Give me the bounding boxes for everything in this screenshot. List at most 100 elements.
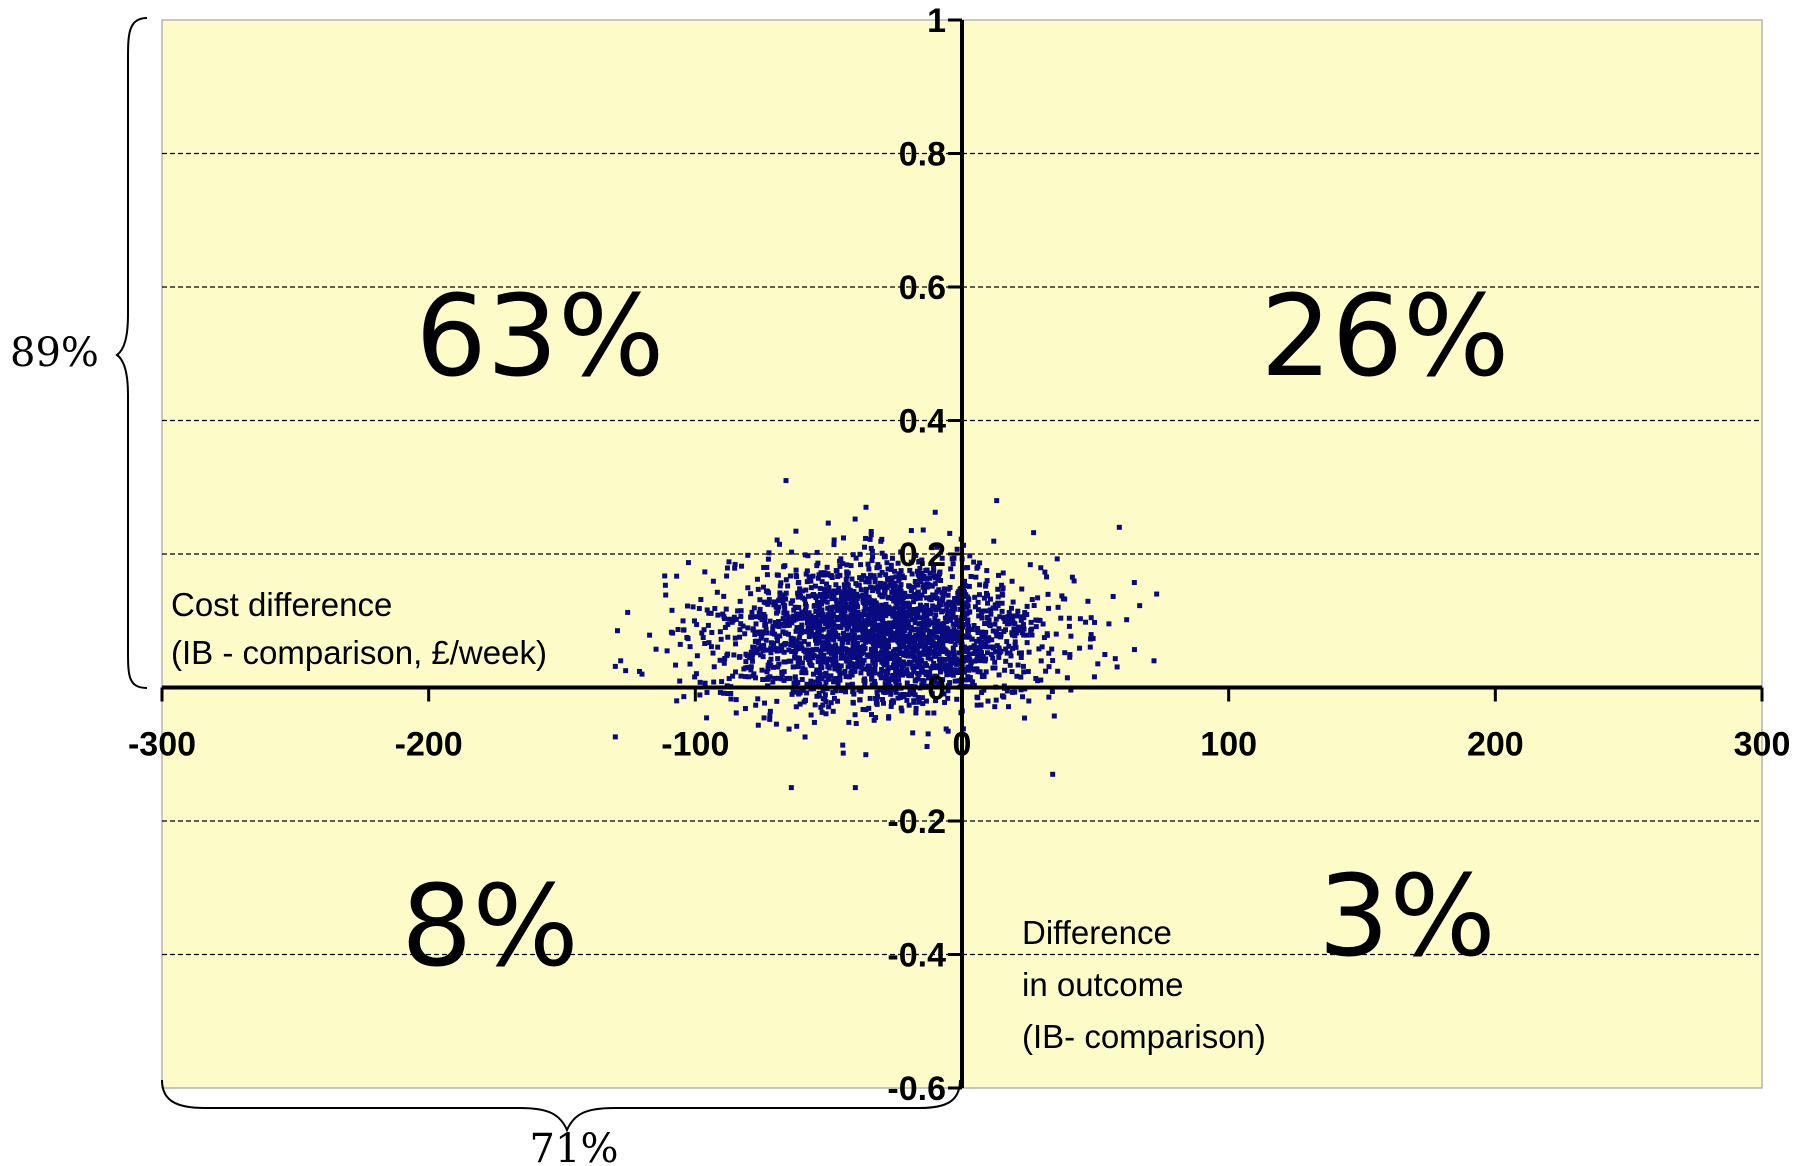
- scatter-point: [797, 631, 803, 637]
- scatter-point: [738, 613, 744, 619]
- scatter-point: [738, 673, 744, 679]
- scatter-point: [913, 705, 919, 711]
- scatter-point: [944, 633, 950, 639]
- scatter-point: [851, 610, 857, 616]
- scatter-point: [967, 553, 973, 559]
- scatter-point: [1102, 651, 1108, 657]
- scatter-point: [825, 612, 831, 618]
- scatter-point: [980, 653, 986, 659]
- scatter-point: [1014, 613, 1020, 619]
- scatter-point: [889, 555, 895, 561]
- scatter-point: [815, 560, 821, 566]
- scatter-point: [807, 627, 813, 633]
- tick-labels: -300 -200 -100 0 100 200 300 1 0.8 0.6 0.4 0.2 0 -0.2…: [128, 2, 1790, 1108]
- scatter-point: [887, 582, 893, 588]
- scatter-point: [905, 609, 911, 615]
- scatter-point: [824, 572, 830, 578]
- scatter-point: [894, 652, 900, 658]
- scatter-point: [830, 646, 836, 652]
- scatter-point: [999, 600, 1005, 606]
- scatter-point: [1012, 642, 1018, 648]
- scatter-point: [812, 583, 818, 589]
- scatter-point: [929, 691, 935, 697]
- scatter-point: [905, 625, 911, 631]
- scatter-point: [855, 619, 861, 625]
- scatter-point: [891, 624, 897, 630]
- scatter-point: [931, 620, 937, 626]
- scatter-point: [966, 583, 972, 589]
- scatter-point: [860, 611, 866, 617]
- scatter-point: [984, 638, 990, 644]
- scatter-point: [743, 659, 749, 665]
- scatter-point: [916, 559, 922, 565]
- scatter-point: [844, 573, 850, 579]
- scatter-point: [1017, 627, 1023, 633]
- scatter-point: [837, 563, 843, 569]
- scatter-point: [926, 621, 932, 627]
- quadrant-label-top-right: 26%: [1261, 272, 1510, 402]
- scatter-point: [983, 581, 989, 587]
- scatter-point: [711, 664, 717, 670]
- scatter-point: [869, 682, 875, 688]
- scatter-point: [805, 624, 811, 630]
- scatter-point: [996, 626, 1002, 632]
- scatter-point: [951, 652, 957, 658]
- scatter-point: [710, 650, 716, 656]
- scatter-point: [884, 560, 890, 566]
- scatter-point: [886, 680, 892, 686]
- scatter-point: [733, 641, 739, 647]
- scatter-point: [762, 700, 768, 706]
- scatter-point: [961, 669, 967, 675]
- scatter-point: [722, 624, 728, 630]
- scatter-point: [1005, 704, 1011, 710]
- scatter-point: [874, 689, 880, 695]
- scatter-point: [915, 571, 921, 577]
- scatter-point: [702, 680, 708, 686]
- scatter-point: [946, 653, 952, 659]
- scatter-point: [705, 622, 711, 628]
- scatter-point: [731, 652, 737, 658]
- scatter-point: [797, 586, 803, 592]
- scatter-point: [875, 562, 881, 568]
- scatter-point: [944, 606, 950, 612]
- scatter-point: [715, 612, 721, 618]
- scatter-point: [777, 583, 783, 589]
- scatter-point: [851, 691, 857, 697]
- scatter-point: [912, 642, 918, 648]
- scatter-point: [869, 603, 875, 609]
- scatter-point: [699, 630, 705, 636]
- scatter-point: [755, 640, 761, 646]
- scatter-point: [957, 599, 963, 605]
- scatter-point: [924, 595, 930, 601]
- scatter-point: [1090, 635, 1096, 641]
- x-axis-label-line-2: in outcome: [1022, 966, 1183, 1003]
- scatter-point: [764, 564, 770, 570]
- scatter-point: [1020, 694, 1026, 700]
- scatter-point: [965, 674, 971, 680]
- scatter-point: [748, 614, 754, 620]
- scatter-point: [757, 645, 763, 651]
- scatter-point: [883, 572, 889, 578]
- x-axis-label-line-1: Difference: [1022, 914, 1172, 951]
- scatter-point: [719, 679, 725, 685]
- scatter-point: [925, 731, 931, 737]
- scatter-point: [814, 563, 820, 569]
- scatter-point: [647, 632, 653, 638]
- scatter-point: [893, 668, 899, 674]
- scatter-point: [951, 604, 957, 610]
- scatter-point: [639, 671, 645, 677]
- scatter-point: [1029, 626, 1035, 632]
- scatter-point: [745, 585, 751, 591]
- scatter-point: [865, 615, 871, 621]
- scatter-point: [849, 681, 855, 687]
- scatter-point: [799, 588, 805, 594]
- scatter-point: [1018, 617, 1024, 623]
- scatter-point: [850, 605, 856, 611]
- scatter-point: [913, 710, 919, 716]
- scatter-point: [956, 634, 962, 640]
- scatter-point: [758, 652, 764, 658]
- scatter-point: [868, 618, 874, 624]
- scatter-point: [887, 636, 893, 642]
- left-brace: [115, 17, 148, 689]
- scatter-point: [856, 582, 862, 588]
